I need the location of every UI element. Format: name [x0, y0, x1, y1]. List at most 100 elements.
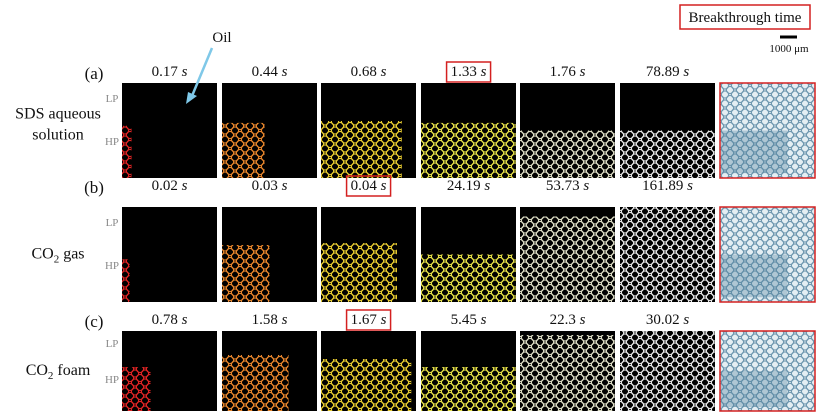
time-unit: s: [381, 64, 387, 80]
time-value: 78.89: [646, 64, 680, 80]
micro-panel: [122, 207, 217, 302]
time-value: 24.19: [447, 178, 481, 194]
final-image: [719, 330, 816, 412]
displaced-region: [620, 331, 715, 411]
hp-label: HP: [105, 374, 119, 386]
breakthrough-box: [445, 61, 492, 83]
displaced-region: [421, 254, 516, 302]
time-value: 53.73: [546, 178, 580, 194]
row-label: (a): [85, 64, 104, 83]
time-unit: s: [182, 312, 188, 328]
time-value: 0.04: [351, 178, 378, 194]
time-label: 1.76 s: [550, 64, 586, 80]
time-label: 0.78 s: [152, 312, 188, 328]
displaced-region: [421, 122, 516, 178]
time-label: 0.03 s: [252, 178, 288, 194]
scale-label: 1000 μm: [769, 43, 809, 55]
time-unit: s: [282, 312, 288, 328]
time-unit: s: [580, 312, 586, 328]
row-name-sub: 2: [54, 254, 60, 266]
time-label: 161.89 s: [642, 178, 693, 194]
displaced-region: [321, 121, 402, 178]
time-unit: s: [683, 64, 689, 80]
row-label: (b): [84, 178, 104, 197]
time-label: 0.04 s: [351, 178, 387, 194]
time-value: 0.78: [152, 312, 178, 328]
displaced-region: [620, 130, 715, 178]
row-name-rest: gas: [59, 246, 84, 263]
displaced-region: [321, 359, 412, 411]
oil-label: Oil: [212, 30, 231, 46]
displaced-region: [421, 367, 516, 411]
displaced-region: [122, 125, 132, 178]
time-unit: s: [182, 178, 188, 194]
time-unit: s: [481, 64, 487, 80]
row-name-main: CO: [31, 246, 53, 263]
displaced-region: [222, 355, 289, 411]
time-value: 22.3: [550, 312, 576, 328]
time-unit: s: [683, 312, 689, 328]
breakthrough-box: [345, 175, 392, 197]
time-value: 0.17: [152, 64, 179, 80]
time-label: 0.44 s: [252, 64, 288, 80]
row-name-sub: 2: [48, 370, 54, 382]
time-unit: s: [580, 64, 586, 80]
final-shade: [721, 371, 788, 407]
micro-panel: [122, 83, 217, 178]
time-unit: s: [381, 312, 387, 328]
time-value: 0.44: [252, 64, 279, 80]
final-shade: [721, 130, 788, 174]
time-unit: s: [282, 178, 288, 194]
time-value: 1.58: [252, 312, 278, 328]
time-value: 0.02: [152, 178, 178, 194]
breakthrough-box: [345, 309, 392, 331]
time-unit: s: [282, 64, 288, 80]
row-name: solution: [32, 127, 84, 144]
lp-label: LP: [106, 217, 119, 229]
time-label: 0.68 s: [351, 64, 387, 80]
row-name-rest: foam: [53, 362, 90, 379]
time-label: 1.33 s: [451, 64, 487, 80]
time-label: 0.17 s: [152, 64, 188, 80]
time-unit: s: [481, 312, 487, 328]
time-value: 161.89: [642, 178, 683, 194]
time-label: 0.02 s: [152, 178, 188, 194]
time-unit: s: [182, 64, 188, 80]
displaced-region: [620, 207, 715, 302]
time-label: 53.73 s: [546, 178, 590, 194]
time-value: 0.68: [351, 64, 377, 80]
time-label: 22.3 s: [550, 312, 586, 328]
time-label: 5.45 s: [451, 312, 487, 328]
final-image: [719, 206, 816, 303]
time-value: 5.45: [451, 312, 477, 328]
hp-label: HP: [105, 136, 119, 148]
row-name: CO2 foam: [26, 362, 91, 382]
displaced-region: [122, 259, 130, 302]
hp-label: HP: [105, 260, 119, 272]
time-unit: s: [381, 178, 387, 194]
row-label: (c): [85, 312, 104, 331]
time-label: 1.67 s: [351, 312, 387, 328]
time-value: 1.67: [351, 312, 378, 328]
time-label: 1.58 s: [252, 312, 288, 328]
row-name-main: CO: [26, 362, 48, 379]
displaced-region: [122, 367, 151, 411]
time-unit: s: [687, 178, 693, 194]
time-label: 78.89 s: [646, 64, 690, 80]
oil-arrow: [190, 47, 214, 97]
legend-box: [679, 4, 811, 30]
displaced-region: [222, 122, 265, 178]
lp-label: LP: [106, 93, 119, 105]
time-value: 0.03: [252, 178, 278, 194]
legend-text: Breakthrough time: [689, 10, 802, 26]
displaced-region: [520, 130, 615, 178]
time-unit: s: [583, 178, 589, 194]
displaced-region: [321, 243, 397, 302]
displaced-region: [520, 335, 615, 411]
row-name: CO2 gas: [31, 246, 84, 266]
final-image: [719, 82, 816, 179]
time-label: 30.02 s: [646, 312, 690, 328]
time-value: 1.76: [550, 64, 577, 80]
row-name: SDS aqueous: [15, 106, 101, 123]
